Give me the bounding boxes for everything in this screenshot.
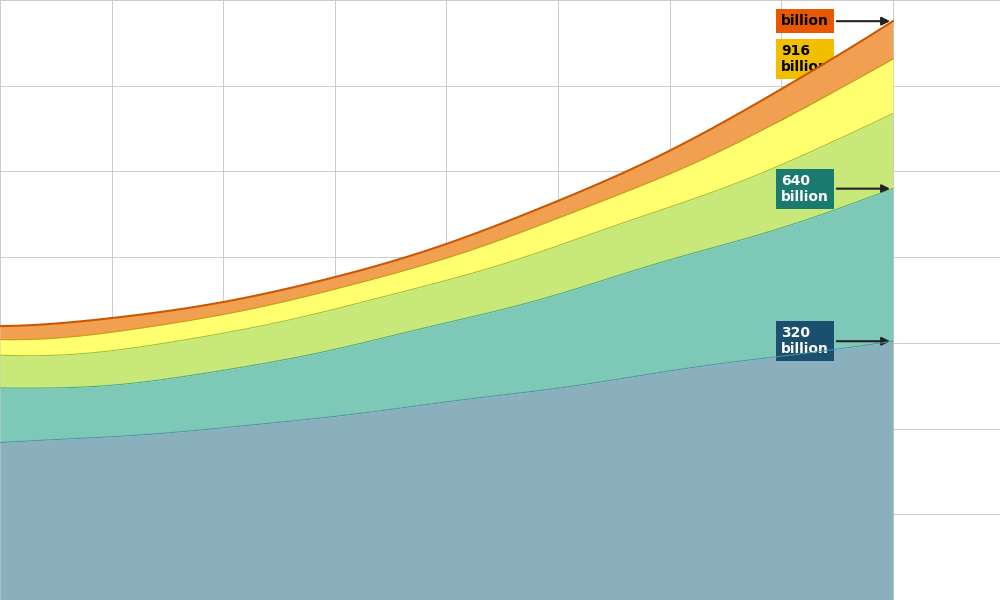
Text: 916
billion: 916 billion xyxy=(781,44,888,74)
Text: billion: billion xyxy=(781,14,888,28)
Text: 320
billion: 320 billion xyxy=(781,326,888,356)
Text: 640
billion: 640 billion xyxy=(781,173,888,204)
Text: 803
billion: 803 billion xyxy=(781,98,888,128)
